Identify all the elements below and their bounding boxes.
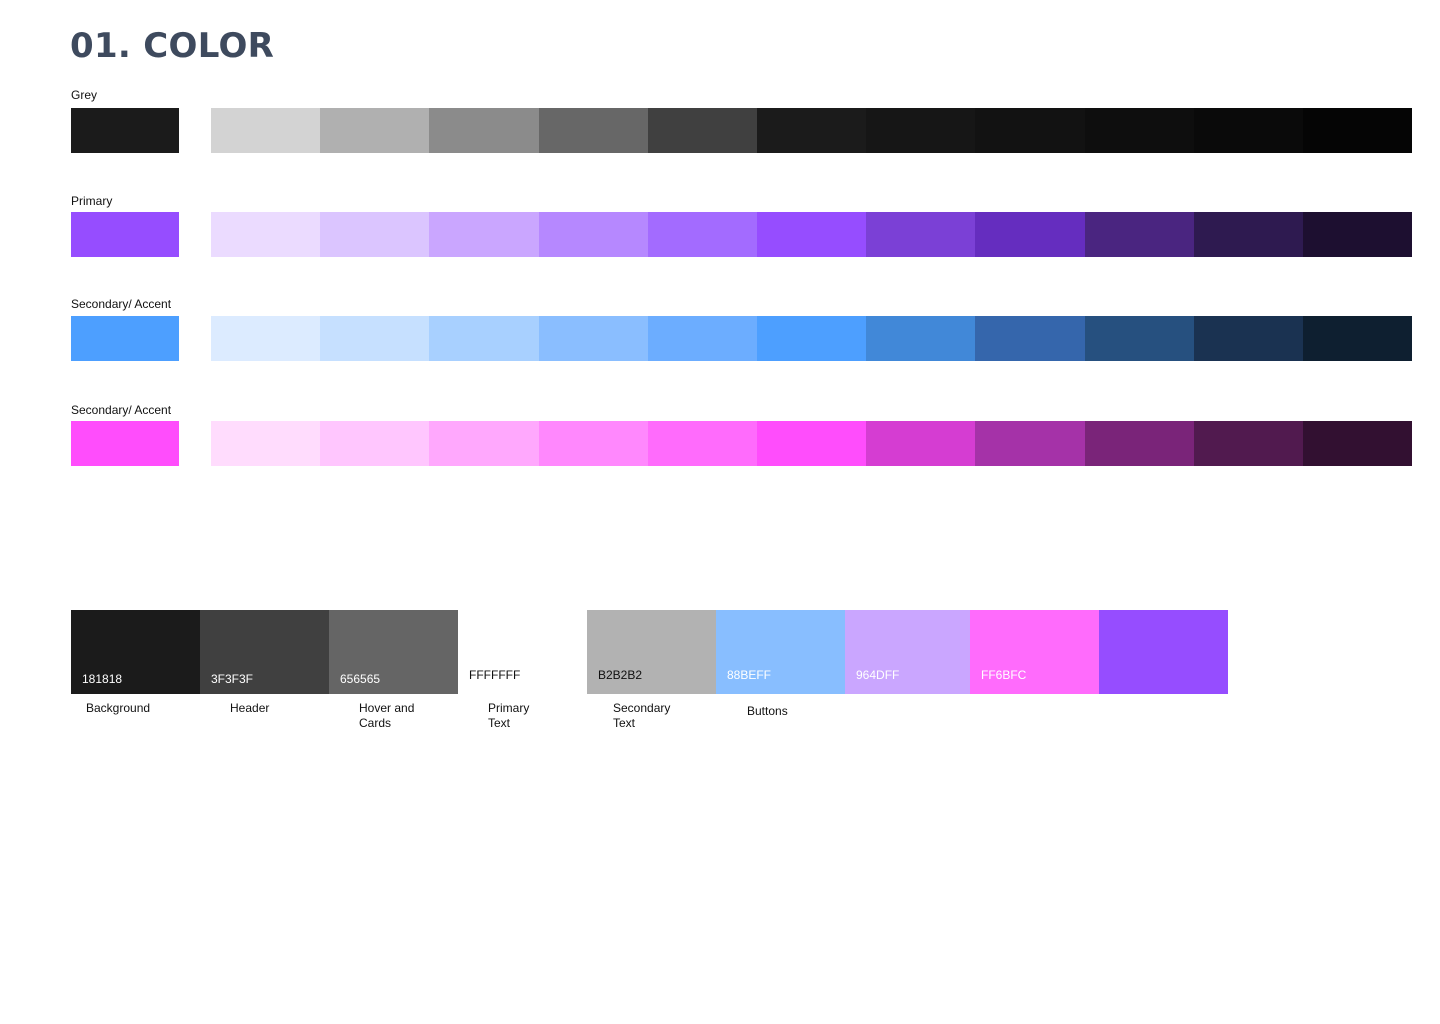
usage-hex-label: FF6BFC [981,668,1027,682]
usage-label-line: Text [613,716,636,730]
usage-swatch-656565[interactable]: 656565 [329,610,458,694]
usage-label-line: Cards [359,716,392,730]
scale-swatch-secondary-accent-3-9[interactable] [1084,421,1194,466]
usage-hex-label: 181818 [82,672,123,686]
scale-swatch-primary-1-7[interactable] [866,212,976,257]
usage-label-primary-text: Primary Text [488,701,598,731]
usage-hex-label: 3F3F3F [211,672,254,686]
usage-label-line: Header [230,701,270,715]
scale-swatch-grey-0-4[interactable] [538,108,648,153]
scale-swatch-secondary-accent-3-1[interactable] [211,421,321,466]
scale-swatch-secondary-accent-2-2[interactable] [320,316,430,361]
usage-label-line: Primary [488,701,530,715]
scale-swatch-secondary-accent-3-5[interactable] [647,421,757,466]
scale-swatch-primary-1-2[interactable] [320,212,430,257]
scale-swatch-grey-0-5[interactable] [647,108,757,153]
usage-label-hover-and-cards: Hover and Cards [359,701,469,731]
scale-swatch-grey-0-10[interactable] [1193,108,1303,153]
scale-swatch-secondary-accent-3-8[interactable] [975,421,1085,466]
usage-label-line: Buttons [747,704,788,718]
scale-swatch-secondary-accent-2-3[interactable] [429,316,539,361]
scale-swatch-secondary-accent-2-8[interactable] [975,316,1085,361]
base-swatch-grey-0[interactable] [71,108,179,153]
usage-swatch-fffffff[interactable]: FFFFFFF [458,610,587,694]
usage-hex-label: FFFFFFF [469,668,521,682]
usage-label-line: Secondary [613,701,671,715]
scale-swatch-primary-1-10[interactable] [1193,212,1303,257]
scale-swatch-grey-0-3[interactable] [429,108,539,153]
scale-swatch-grey-0-1[interactable] [211,108,321,153]
usage-swatch-181818[interactable]: 181818 [71,610,200,694]
scale-swatch-primary-1-9[interactable] [1084,212,1194,257]
page-title: 01. COLOR [70,26,275,66]
scale-swatch-grey-0-6[interactable] [756,108,867,153]
scale-strip-secondary-accent-2 [211,316,1413,361]
scale-swatch-secondary-accent-2-4[interactable] [538,316,648,361]
scale-label-secondary-accent-3: Secondary/ Accent [71,403,172,417]
scale-swatch-secondary-accent-3-3[interactable] [429,421,539,466]
scale-swatch-primary-1-3[interactable] [429,212,539,257]
scale-swatch-grey-0-2[interactable] [320,108,430,153]
scale-swatch-secondary-accent-2-9[interactable] [1084,316,1194,361]
scale-swatch-secondary-accent-3-11[interactable] [1302,421,1413,466]
scale-swatch-primary-1-5[interactable] [647,212,757,257]
scale-swatch-grey-0-9[interactable] [1084,108,1194,153]
scale-swatch-primary-1-4[interactable] [538,212,648,257]
scale-swatch-primary-1-6[interactable] [756,212,867,257]
scale-strip-primary-1 [211,212,1413,257]
scale-swatch-secondary-accent-2-10[interactable] [1193,316,1303,361]
scale-strip-grey-0 [211,108,1413,153]
scale-swatch-secondary-accent-3-4[interactable] [538,421,648,466]
base-swatch-secondary-accent-2[interactable] [71,316,179,361]
usage-hex-label: 964DFF [856,668,900,682]
scale-swatch-secondary-accent-2-5[interactable] [647,316,757,361]
scale-swatch-grey-0-8[interactable] [975,108,1085,153]
scale-swatch-secondary-accent-3-10[interactable] [1193,421,1303,466]
usage-hex-label: B2B2B2 [598,668,643,682]
usage-swatch-ff6bfc[interactable]: FF6BFC [970,610,1099,694]
scale-swatch-grey-0-11[interactable] [1302,108,1413,153]
scale-strip-secondary-accent-3 [211,421,1413,466]
usage-swatch-3f3f3f[interactable]: 3F3F3F [200,610,329,694]
usage-label-line: Hover and [359,701,415,715]
scale-label-secondary-accent-2: Secondary/ Accent [71,297,172,311]
usage-label-header: Header [230,701,340,716]
scale-label-primary-1: Primary [71,194,113,208]
base-swatch-secondary-accent-3[interactable] [71,421,179,466]
usage-label-buttons: Buttons [747,704,857,719]
usage-swatch-964dff[interactable]: 964DFF [845,610,970,694]
scale-swatch-secondary-accent-2-6[interactable] [756,316,867,361]
scale-label-grey-0: Grey [71,88,98,102]
usage-label-secondary-text: Secondary Text [613,701,723,731]
usage-label-line: Background [86,701,151,715]
scale-swatch-primary-1-1[interactable] [211,212,321,257]
usage-label-line: Text [488,716,511,730]
scale-swatch-grey-0-7[interactable] [866,108,976,153]
usage-hex-label: 656565 [340,672,381,686]
usage-swatch-b2b2b2[interactable]: B2B2B2 [587,610,716,694]
scale-swatch-secondary-accent-3-2[interactable] [320,421,430,466]
scale-swatch-secondary-accent-2-7[interactable] [866,316,976,361]
scale-swatch-secondary-accent-3-6[interactable] [756,421,867,466]
usage-label-background: Background [86,701,196,716]
scale-swatch-secondary-accent-2-1[interactable] [211,316,321,361]
scale-swatch-primary-1-11[interactable] [1302,212,1413,257]
scale-swatch-secondary-accent-2-11[interactable] [1302,316,1413,361]
base-swatch-primary-1[interactable] [71,212,179,257]
usage-hex-label: 88BEFF [727,668,772,682]
usage-swatch-primary-8[interactable] [1099,610,1228,694]
scale-swatch-primary-1-8[interactable] [975,212,1085,257]
scale-swatch-secondary-accent-3-7[interactable] [866,421,976,466]
usage-swatch-88beff[interactable]: 88BEFF [716,610,845,694]
